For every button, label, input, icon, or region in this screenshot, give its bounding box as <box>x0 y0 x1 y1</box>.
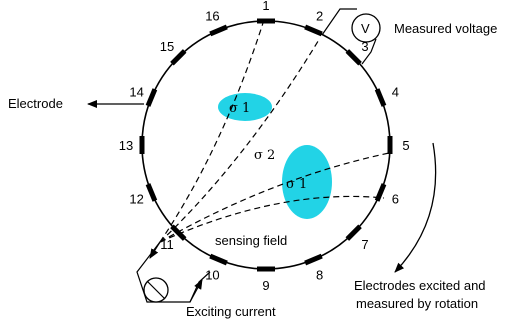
electrode-label: Electrode <box>8 96 63 111</box>
rotation-arrow <box>394 142 437 273</box>
voltmeter-wire-top <box>321 8 357 36</box>
electrode-number-8: 8 <box>316 267 323 282</box>
electrode-12 <box>145 183 158 202</box>
electrode-16 <box>209 24 228 37</box>
electrode-number-6: 6 <box>392 192 399 207</box>
field-line-to-1 <box>159 22 264 243</box>
electrode-number-1: 1 <box>262 0 269 13</box>
electrode-15 <box>170 49 187 66</box>
sensing-field-label: sensing field <box>215 233 287 248</box>
electrode-number-2: 2 <box>316 9 323 24</box>
rotation-label-line2: measured by rotation <box>356 296 478 311</box>
electrode-number-16: 16 <box>205 9 219 24</box>
electrode-10 <box>209 253 228 266</box>
electrode-number-7: 7 <box>361 237 368 252</box>
electrode-number-10: 10 <box>205 267 219 282</box>
electrode-number-14: 14 <box>129 84 143 99</box>
electrode-number-9: 9 <box>262 278 269 293</box>
electrode-6 <box>374 183 387 202</box>
upper-inclusion-label: σ 1 <box>229 101 250 116</box>
electrode-number-15: 15 <box>160 39 174 54</box>
electrode-number-3: 3 <box>361 39 368 54</box>
measured-voltage-label: Measured voltage <box>394 21 497 36</box>
sensing-field-lines <box>159 22 390 243</box>
upper-inclusion <box>218 93 272 121</box>
voltmeter-wire-bottom <box>361 38 377 65</box>
current-in-arrow <box>189 279 203 303</box>
electrode-2 <box>304 24 323 37</box>
electrode-8 <box>304 253 323 266</box>
current-source-symbol <box>146 280 166 300</box>
current-out-arrow <box>149 241 161 259</box>
exciting-current-label: Exciting current <box>186 304 276 319</box>
electrode-14 <box>145 88 158 107</box>
electrode-number-12: 12 <box>129 192 143 207</box>
electrode-number-11: 11 <box>160 237 174 252</box>
electrode-11 <box>170 224 187 241</box>
field-line-to-2 <box>159 37 321 243</box>
lower-inclusion-label: σ 1 <box>286 177 307 192</box>
electrode-4 <box>374 88 387 107</box>
electrode-number-4: 4 <box>392 84 399 99</box>
electrode-number-5: 5 <box>402 138 409 153</box>
rotation-label-line1: Electrodes excited and <box>354 278 486 293</box>
field-line-to-5 <box>159 152 390 243</box>
electrodes <box>139 18 393 272</box>
background-label: σ 2 <box>254 148 275 163</box>
electrode-number-13: 13 <box>119 138 133 153</box>
field-line-to-6 <box>159 195 385 243</box>
electrode-3 <box>345 49 362 66</box>
voltmeter-icon <box>351 13 381 43</box>
electrode-7 <box>345 224 362 241</box>
voltmeter-symbol: V <box>361 21 370 36</box>
